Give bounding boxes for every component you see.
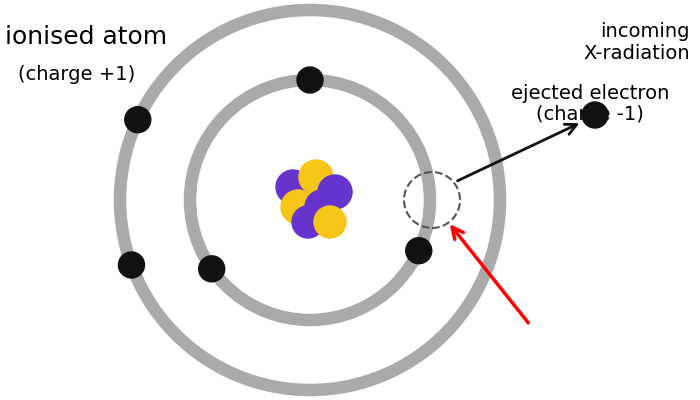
Text: ejected electron: ejected electron [511, 84, 669, 103]
Circle shape [314, 206, 346, 238]
Text: (charge +1): (charge +1) [18, 65, 135, 84]
Text: X-radiation: X-radiation [583, 44, 690, 63]
Circle shape [582, 102, 608, 128]
Circle shape [199, 256, 225, 282]
Circle shape [118, 252, 144, 278]
Circle shape [125, 107, 150, 133]
Circle shape [292, 206, 324, 238]
Text: incoming: incoming [601, 22, 690, 41]
Circle shape [305, 190, 339, 224]
Circle shape [406, 238, 432, 264]
Text: ionised atom: ionised atom [5, 25, 167, 49]
Circle shape [299, 160, 333, 194]
Circle shape [297, 67, 323, 93]
Circle shape [281, 190, 315, 224]
Circle shape [276, 170, 310, 204]
Circle shape [318, 175, 352, 209]
Text: (charge -1): (charge -1) [536, 105, 644, 124]
